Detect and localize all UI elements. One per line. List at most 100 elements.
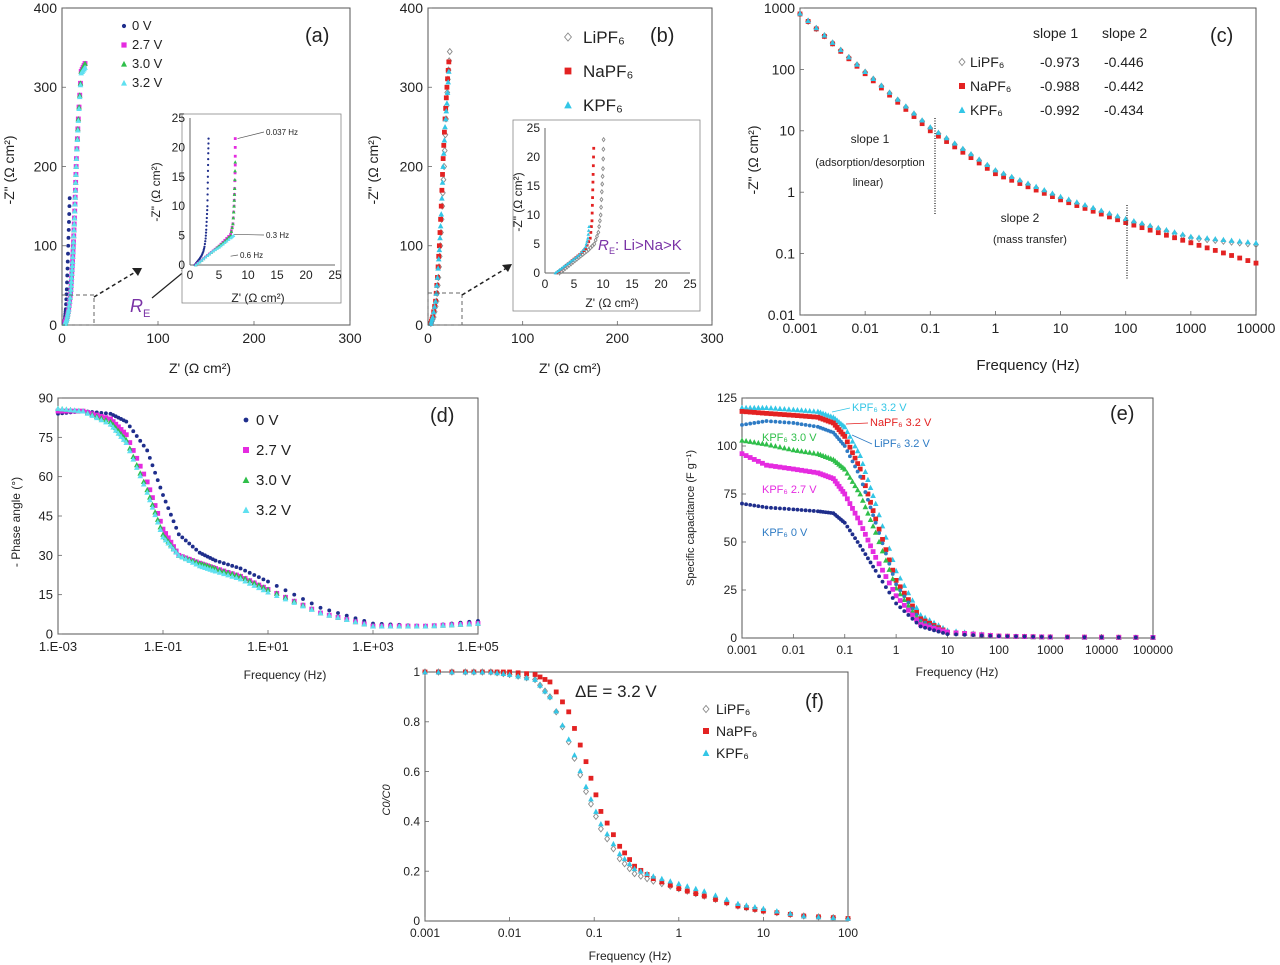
panel-e-point: [850, 506, 855, 511]
panel-c-x-tick-label: 100: [1114, 320, 1138, 336]
panel-f-x-tick-label: 0.001: [410, 926, 440, 940]
panel-d-point: [261, 577, 266, 582]
panel-b-point: [440, 163, 446, 169]
panel-a-ylabel: -Z" (Ω cm²): [1, 135, 17, 204]
panel-b-legend-marker: [564, 32, 572, 42]
panel-a-point: [69, 258, 76, 264]
panel-e-point: [830, 476, 836, 482]
panel-e-point: [945, 632, 950, 637]
panel-d-point: [165, 535, 171, 541]
panel-d-y-tick-label: 30: [39, 548, 53, 563]
panel-d-point: [308, 606, 315, 612]
panel-c-xlabel: Frequency (Hz): [976, 357, 1079, 374]
panel-a-inset-point: [206, 181, 209, 184]
panel-c-table-marker: [959, 83, 965, 89]
panel-a-point: [66, 298, 73, 304]
panel-d-y-tick-label: 60: [39, 469, 53, 484]
panel-f-point: [553, 708, 560, 716]
panel-f-point: [583, 759, 589, 765]
panel-d-point: [130, 456, 137, 462]
panel-c-point: [1066, 200, 1072, 206]
panel-d-point: [237, 576, 244, 582]
panel-a-y-tick-label: 200: [34, 158, 58, 174]
panel-e-point: [795, 413, 800, 418]
panel-e-point: [855, 540, 860, 544]
panel-d-point: [193, 561, 200, 567]
panel-c-table-slope1: -0.988: [1040, 78, 1080, 94]
panel-c-table-marker: [958, 57, 966, 67]
panel-b-legend-marker: [564, 67, 572, 75]
panel-c-plot-frame: [799, 7, 1257, 316]
panel-d-point: [121, 429, 127, 435]
panel-b-inset-point: [600, 181, 605, 187]
panel-d-point: [361, 621, 368, 627]
panel-e-point: [910, 612, 915, 618]
panel-f-point: [577, 767, 584, 774]
panel-b-point: [439, 195, 445, 201]
panel-f-point: [644, 870, 650, 877]
panel-b-inset-ylabel: -Z" (Ω cm²): [511, 172, 525, 231]
panel-c-point: [903, 107, 909, 112]
panel-f-point: [627, 857, 632, 862]
panel-e-point: [918, 624, 923, 629]
panel-e-point: [857, 452, 864, 458]
panel-e-point: [799, 467, 804, 473]
panel-e-point: [971, 633, 976, 638]
panel-c-point: [1017, 177, 1023, 183]
panel-a-inset-point: [230, 225, 234, 230]
panel-b-inset-y-tick-label: 0: [533, 266, 540, 280]
panel-f-y-tick-label: 0: [413, 914, 420, 928]
panel-a-inset-point: [226, 237, 231, 241]
panel-d-point: [343, 616, 350, 622]
panel-e-point: [936, 629, 941, 634]
panel-f-point: [598, 820, 604, 827]
panel-d-point: [152, 503, 158, 508]
panel-c-point: [813, 24, 820, 31]
panel-e-point: [873, 520, 878, 525]
panel-a-x-tick-label: 0: [58, 330, 66, 346]
panel-b-inset-point: [586, 236, 590, 240]
panel-e-point: [807, 423, 812, 428]
panel-e-point: [847, 474, 853, 480]
panel-b-inset-point: [558, 267, 562, 271]
panel-b-inset-y-tick-label: 5: [533, 237, 540, 251]
panel-e-point: [922, 614, 928, 620]
panel-d-point: [256, 584, 262, 591]
panel-a-point: [67, 220, 71, 224]
panel-e-point: [781, 405, 788, 412]
panel-e-point: [865, 537, 871, 543]
panel-f-point: [588, 775, 594, 781]
panel-e-point: [880, 579, 885, 584]
panel-a-point: [70, 238, 77, 245]
panel-a-inset-y-tick-label: 10: [172, 199, 186, 213]
panel-c-point: [1179, 231, 1186, 237]
panel-b-inset-y-tick-label: 15: [527, 179, 541, 193]
panel-c-point: [879, 85, 884, 91]
panel-b-zoom-arrow: [461, 265, 511, 296]
panel-f-point: [744, 905, 749, 911]
panel-e-point: [828, 475, 834, 481]
panel-e-point: [743, 409, 749, 415]
panel-e-point: [768, 442, 774, 448]
panel-e-point: [763, 404, 770, 410]
panel-b-inset-point: [572, 257, 576, 261]
panel-f-point: [588, 796, 594, 802]
panel-e-point: [860, 482, 865, 487]
panel-e-point: [739, 409, 745, 414]
panel-b-point: [444, 100, 450, 106]
panel-c-point: [1180, 237, 1186, 243]
panel-f-point: [774, 908, 780, 914]
panel-a-y-tick-label: 400: [34, 0, 58, 16]
panel-e-point: [897, 575, 904, 581]
panel-e-point: [790, 406, 797, 412]
panel-a-inset-point: [233, 146, 237, 149]
panel-a-legend-label: 0 V: [132, 18, 152, 33]
panel-e-point: [893, 593, 899, 599]
panel-d-point: [144, 489, 150, 495]
panel-d-point: [238, 566, 243, 571]
panel-a-point: [70, 232, 77, 239]
panel-b-inset-point: [578, 252, 582, 256]
panel-b-point: [442, 129, 447, 135]
panel-c-point: [960, 149, 966, 155]
panel-b-point: [438, 211, 445, 217]
